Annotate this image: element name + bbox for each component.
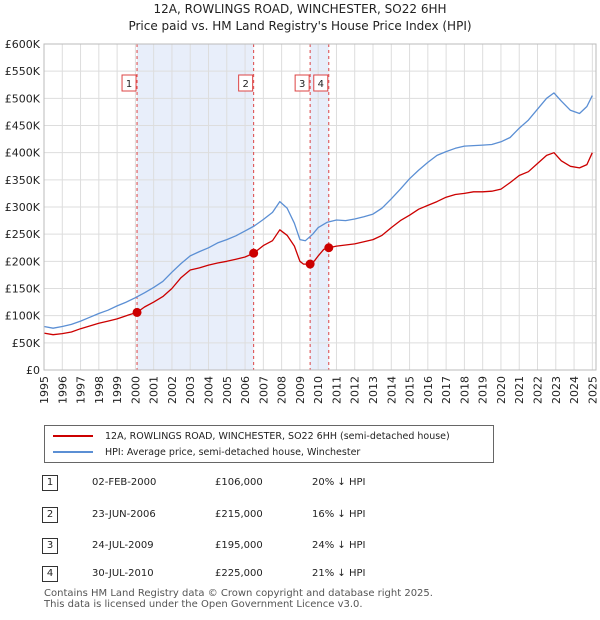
y-tick-label: £150K — [5, 283, 41, 296]
x-tick-label: 2019 — [477, 376, 490, 404]
y-tick-label: £100K — [5, 310, 41, 323]
x-tick-label: 2017 — [440, 376, 453, 404]
x-tick-label: 2013 — [367, 376, 380, 404]
sale-points — [132, 243, 334, 317]
transaction-box-label: 2 — [242, 79, 248, 90]
x-tick-label: 2001 — [148, 376, 161, 404]
y-tick-label: £50K — [12, 337, 41, 350]
transaction-box — [121, 74, 137, 92]
y-tick-label: £200K — [5, 255, 41, 268]
x-tick-label: 2024 — [568, 376, 581, 404]
y-tick-label: £350K — [5, 174, 41, 187]
x-tick-label: 2004 — [203, 376, 216, 404]
tx-hpi: 24% ↓ HPI — [312, 540, 366, 551]
transaction-box — [238, 74, 254, 92]
x-tick-label: 1997 — [75, 376, 88, 404]
x-tick-label: 2022 — [532, 376, 545, 404]
x-tick-label: 2010 — [312, 376, 325, 404]
sale-point — [324, 243, 334, 253]
chart-subtitle: Price paid vs. HM Land Registry's House … — [128, 19, 472, 33]
legend-swatch-hpi — [53, 451, 93, 453]
legend-label-hpi: HPI: Average price, semi-detached house,… — [105, 446, 361, 458]
transaction-box-label: 3 — [299, 79, 305, 90]
x-tick-label: 2003 — [184, 376, 197, 404]
x-tick-label: 2009 — [294, 376, 307, 404]
x-tick-label: 2012 — [349, 376, 362, 404]
y-tick-label: £550K — [5, 65, 41, 78]
plot-border — [43, 43, 597, 371]
tx-hpi: 21% ↓ HPI — [312, 568, 366, 579]
transaction-box-label: 4 — [318, 79, 324, 90]
tx-date: 30-JUL-2010 — [92, 568, 154, 579]
x-tick-label: 2020 — [495, 376, 508, 404]
x-tick-label: 1998 — [93, 376, 106, 404]
tx-hpi: 16% ↓ HPI — [312, 509, 366, 520]
tx-price: £215,000 — [215, 509, 263, 520]
x-tick-label: 2011 — [330, 376, 343, 404]
tx-price: £225,000 — [215, 568, 263, 579]
x-tick-label: 2023 — [550, 376, 563, 404]
series-lines — [43, 92, 593, 336]
legend: 12A, ROWLINGS ROAD, WINCHESTER, SO22 6HH… — [44, 425, 494, 463]
y-tick-label: £400K — [5, 147, 41, 160]
footer-licence: This data is licensed under the Open Gov… — [44, 599, 363, 610]
footer-copyright: Contains HM Land Registry data © Crown c… — [44, 588, 433, 599]
x-tick-label: 2007 — [257, 376, 270, 404]
legend-item-price: 12A, ROWLINGS ROAD, WINCHESTER, SO22 6HH… — [53, 429, 450, 443]
transaction-markers: 1 2 3 4 — [121, 44, 330, 370]
tx-number-box: 3 — [42, 538, 58, 554]
x-tick-label: 2014 — [385, 376, 398, 404]
y-tick-label: £300K — [5, 201, 41, 214]
x-tick-label: 2005 — [221, 376, 234, 404]
tx-number-box: 2 — [42, 507, 58, 523]
y-tick-label: £250K — [5, 228, 41, 241]
y-tick-label: £450K — [5, 120, 41, 133]
x-tick-label: 1996 — [56, 376, 69, 404]
x-tick-label: 2016 — [422, 376, 435, 404]
sale-point — [305, 259, 315, 269]
x-tick-label: 2006 — [239, 376, 252, 404]
x-tick-label: 2002 — [166, 376, 179, 404]
x-tick-label: 2018 — [458, 376, 471, 404]
tx-price: £106,000 — [215, 477, 263, 488]
price-chart: 1 2 3 4 £0 £50K £100K £150K £200K £250K £300K £350… — [5, 38, 600, 404]
hpi-line — [43, 92, 593, 329]
transaction-box — [294, 74, 310, 92]
y-tick-label: £0 — [26, 364, 40, 377]
legend-swatch-price — [53, 435, 93, 437]
sale-point — [249, 248, 259, 258]
axes: £0 £50K £100K £150K £200K £250K £300K £350K £400… — [5, 38, 600, 404]
x-tick-label: 2025 — [586, 376, 599, 404]
x-tick-label: 2015 — [404, 376, 417, 404]
sale-point — [132, 307, 142, 317]
y-tick-label: £600K — [5, 38, 41, 51]
transaction-box — [313, 74, 329, 92]
y-tick-label: £500K — [5, 92, 41, 105]
tx-price: £195,000 — [215, 540, 263, 551]
transaction-box-label: 1 — [126, 79, 132, 90]
tx-number-box: 1 — [42, 475, 58, 491]
legend-item-hpi: HPI: Average price, semi-detached house,… — [53, 445, 360, 459]
x-tick-label: 2000 — [129, 376, 142, 404]
tx-date: 02-FEB-2000 — [92, 477, 157, 488]
tx-number-box: 4 — [42, 566, 58, 582]
x-tick-label: 1999 — [111, 376, 124, 404]
x-tick-label: 2021 — [513, 376, 526, 404]
x-tick-label: 1995 — [38, 376, 51, 404]
chart-title: 12A, ROWLINGS ROAD, WINCHESTER, SO22 6HH — [153, 2, 447, 16]
tx-date: 24-JUL-2009 — [92, 540, 154, 551]
tx-hpi: 20% ↓ HPI — [312, 477, 366, 488]
x-tick-label: 2008 — [276, 376, 289, 404]
price-paid-line — [43, 152, 593, 336]
tx-date: 23-JUN-2006 — [92, 509, 156, 520]
legend-label-price: 12A, ROWLINGS ROAD, WINCHESTER, SO22 6HH… — [105, 430, 450, 442]
